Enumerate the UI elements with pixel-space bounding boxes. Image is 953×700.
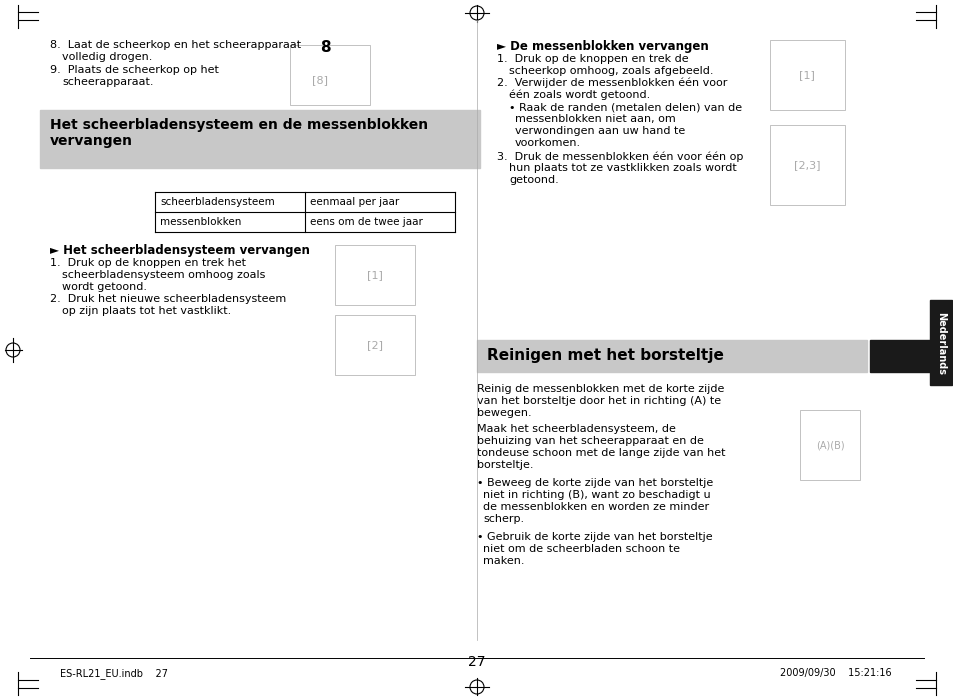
Text: op zijn plaats tot het vastklikt.: op zijn plaats tot het vastklikt. bbox=[62, 306, 231, 316]
Bar bbox=[40, 110, 479, 168]
Text: messenblokken: messenblokken bbox=[160, 217, 241, 227]
Text: Het scheerbladensysteem en de messenblokken: Het scheerbladensysteem en de messenblok… bbox=[50, 118, 428, 132]
Text: ► De messenblokken vervangen: ► De messenblokken vervangen bbox=[497, 40, 708, 53]
Text: tondeuse schoon met de lange zijde van het: tondeuse schoon met de lange zijde van h… bbox=[476, 448, 724, 458]
Text: • Beweeg de korte zijde van het borsteltje: • Beweeg de korte zijde van het borstelt… bbox=[476, 478, 713, 488]
Text: • Raak de randen (metalen delen) van de: • Raak de randen (metalen delen) van de bbox=[509, 102, 741, 112]
Text: getoond.: getoond. bbox=[509, 175, 558, 185]
Text: verwondingen aan uw hand te: verwondingen aan uw hand te bbox=[515, 126, 684, 136]
Text: maken.: maken. bbox=[482, 556, 524, 566]
Text: • Gebruik de korte zijde van het borsteltje: • Gebruik de korte zijde van het borstel… bbox=[476, 532, 712, 542]
Text: hun plaats tot ze vastklikken zoals wordt: hun plaats tot ze vastklikken zoals word… bbox=[509, 163, 736, 173]
Text: 3.  Druk de messenblokken één voor één op: 3. Druk de messenblokken één voor één op bbox=[497, 151, 742, 162]
Text: [8]: [8] bbox=[312, 75, 328, 85]
Bar bbox=[769, 125, 844, 205]
Text: wordt getoond.: wordt getoond. bbox=[62, 282, 147, 292]
Text: scheerkop omhoog, zoals afgebeeld.: scheerkop omhoog, zoals afgebeeld. bbox=[509, 66, 713, 76]
Text: vervangen: vervangen bbox=[50, 134, 132, 148]
Text: 2009/09/30    15:21:16: 2009/09/30 15:21:16 bbox=[780, 668, 891, 678]
Text: scheerbladensysteem omhoog zoals: scheerbladensysteem omhoog zoals bbox=[62, 270, 265, 280]
Text: één zoals wordt getoond.: één zoals wordt getoond. bbox=[509, 90, 650, 101]
Text: scheerbladensysteem: scheerbladensysteem bbox=[160, 197, 274, 207]
Text: [2]: [2] bbox=[367, 340, 382, 350]
Text: [2,3]: [2,3] bbox=[793, 160, 820, 170]
Text: 27: 27 bbox=[468, 655, 485, 669]
Bar bbox=[476, 340, 866, 372]
Text: niet in richting (B), want zo beschadigt u: niet in richting (B), want zo beschadigt… bbox=[482, 490, 710, 500]
Text: [1]: [1] bbox=[799, 70, 814, 80]
Text: Reinig de messenblokken met de korte zijde: Reinig de messenblokken met de korte zij… bbox=[476, 384, 723, 394]
Bar bbox=[800, 410, 859, 480]
Text: scherp.: scherp. bbox=[482, 514, 523, 524]
Text: ► Het scheerbladensysteem vervangen: ► Het scheerbladensysteem vervangen bbox=[50, 244, 310, 257]
Text: 1.  Druk op de knoppen en trek het: 1. Druk op de knoppen en trek het bbox=[50, 258, 246, 268]
Bar bbox=[869, 340, 929, 372]
Text: 1.  Druk op de knoppen en trek de: 1. Druk op de knoppen en trek de bbox=[497, 54, 688, 64]
Text: 2.  Druk het nieuwe scheerbladensysteem: 2. Druk het nieuwe scheerbladensysteem bbox=[50, 294, 286, 304]
Text: Reinigen met het borsteltje: Reinigen met het borsteltje bbox=[486, 348, 723, 363]
Text: borsteltje.: borsteltje. bbox=[476, 460, 533, 470]
Text: van het borsteltje door het in richting (A) te: van het borsteltje door het in richting … bbox=[476, 396, 720, 406]
Text: Nederlands: Nederlands bbox=[935, 312, 945, 374]
Text: Maak het scheerbladensysteem, de: Maak het scheerbladensysteem, de bbox=[476, 424, 675, 434]
Text: de messenblokken en worden ze minder: de messenblokken en worden ze minder bbox=[482, 502, 708, 512]
Bar bbox=[769, 40, 844, 110]
Text: [1]: [1] bbox=[367, 270, 382, 280]
Bar bbox=[335, 245, 415, 305]
Bar bbox=[290, 45, 370, 105]
Bar bbox=[335, 315, 415, 375]
Text: voorkomen.: voorkomen. bbox=[515, 138, 580, 148]
Text: 8.  Laat de scheerkop en het scheerapparaat: 8. Laat de scheerkop en het scheerappara… bbox=[50, 40, 301, 50]
Text: behuizing van het scheerapparaat en de: behuizing van het scheerapparaat en de bbox=[476, 436, 703, 446]
Text: scheerapparaat.: scheerapparaat. bbox=[62, 77, 153, 87]
Text: niet om de scheerbladen schoon te: niet om de scheerbladen schoon te bbox=[482, 544, 679, 554]
Text: eens om de twee jaar: eens om de twee jaar bbox=[310, 217, 422, 227]
Text: messenblokken niet aan, om: messenblokken niet aan, om bbox=[515, 114, 675, 124]
Text: 8: 8 bbox=[319, 40, 331, 55]
Text: (A)(B): (A)(B) bbox=[815, 440, 843, 450]
Text: 2.  Verwijder de messenblokken één voor: 2. Verwijder de messenblokken één voor bbox=[497, 78, 726, 88]
Text: ES-RL21_EU.indb    27: ES-RL21_EU.indb 27 bbox=[60, 668, 168, 679]
Text: eenmaal per jaar: eenmaal per jaar bbox=[310, 197, 399, 207]
Text: volledig drogen.: volledig drogen. bbox=[62, 52, 152, 62]
Text: bewegen.: bewegen. bbox=[476, 408, 531, 418]
Bar bbox=[929, 300, 951, 385]
Text: 9.  Plaats de scheerkop op het: 9. Plaats de scheerkop op het bbox=[50, 65, 218, 75]
